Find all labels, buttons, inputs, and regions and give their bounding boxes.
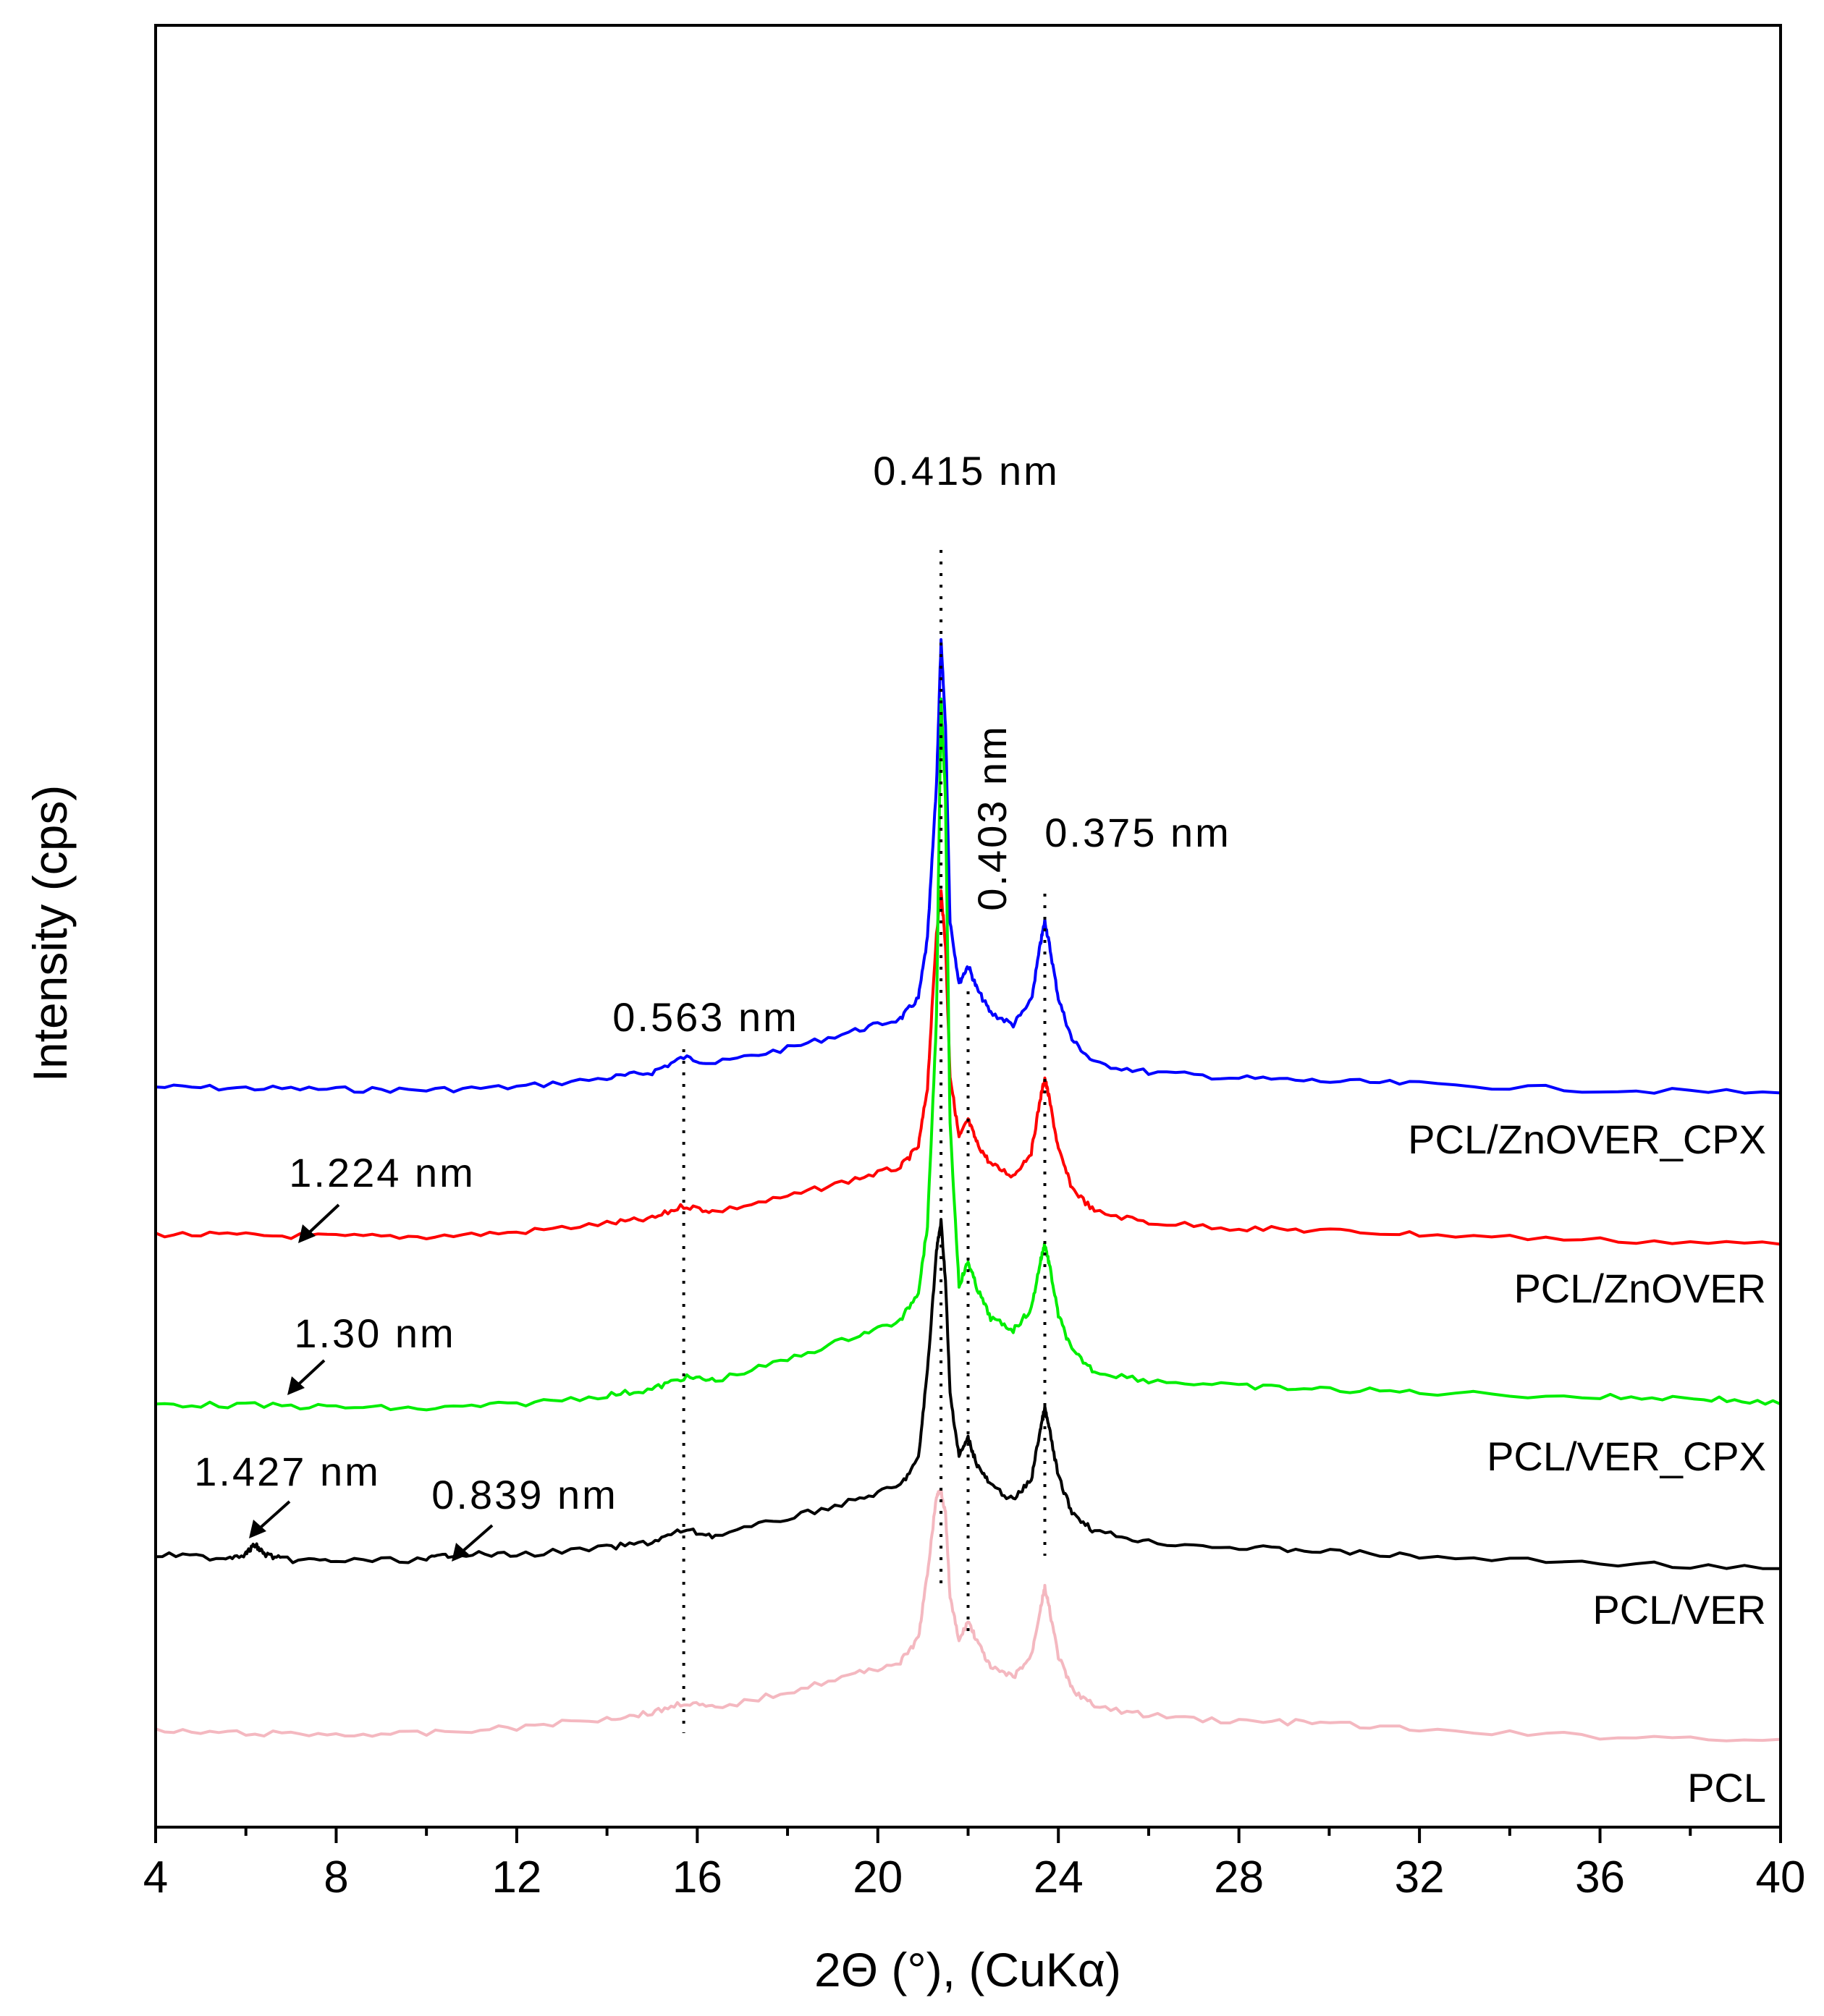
arrow-0839-head <box>452 1543 469 1562</box>
plot-frame <box>154 24 1782 1829</box>
series-label-pcl: PCL <box>1687 1765 1766 1810</box>
series-label-pcl-znover-cpx: PCL/ZnOVER_CPX <box>1408 1117 1766 1162</box>
annotation-arrows <box>249 1203 494 1562</box>
annotation-0415: 0.415 nm <box>873 448 1060 494</box>
series-line-pcl-znover <box>155 889 1781 1246</box>
x-tick-label: 28 <box>1214 1852 1264 1902</box>
series-line-pcl-ver-cpx <box>155 697 1781 1412</box>
x-axis: 4 8 12 16 20 24 28 32 36 40 <box>143 1827 1806 1902</box>
peak-marker-layer <box>682 550 1047 1733</box>
x-tick-label: 36 <box>1575 1852 1625 1902</box>
series-label-pcl-znover: PCL/ZnOVER <box>1513 1266 1766 1311</box>
x-tick-label: 8 <box>324 1852 348 1902</box>
series-layer <box>155 638 1781 1742</box>
x-tick-label: 24 <box>1034 1852 1084 1902</box>
series-line-pcl-znover-cpx <box>155 638 1781 1095</box>
annotation-1427: 1.427 nm <box>194 1449 381 1494</box>
y-axis-title: Intensity (cps) <box>23 785 77 1083</box>
series-line-pcl <box>155 1489 1781 1742</box>
x-tick-label: 32 <box>1395 1852 1445 1902</box>
arrow-130-head <box>287 1376 305 1395</box>
annotation-0375: 0.375 nm <box>1044 810 1231 855</box>
arrow-1224-head <box>298 1224 316 1243</box>
series-label-pcl-ver: PCL/VER <box>1592 1587 1766 1632</box>
x-tick-label: 20 <box>853 1852 903 1902</box>
x-tick-label: 4 <box>143 1852 168 1902</box>
annotation-1224: 1.224 nm <box>289 1150 476 1195</box>
annotation-0403: 0.403 nm <box>969 724 1015 911</box>
series-line-pcl-ver <box>155 1218 1781 1570</box>
annotation-0563: 0.563 nm <box>612 994 799 1040</box>
x-tick-label: 40 <box>1756 1852 1806 1902</box>
x-tick-label: 12 <box>491 1852 541 1902</box>
annotation-0839: 0.839 nm <box>431 1472 618 1517</box>
arrow-1427-head <box>249 1520 266 1538</box>
x-axis-title: 2Θ (°), (CuKα) <box>814 1943 1121 1996</box>
annotation-130: 1.30 nm <box>294 1310 455 1356</box>
series-label-pcl-ver-cpx: PCL/VER_CPX <box>1487 1433 1766 1479</box>
x-tick-label: 16 <box>672 1852 722 1902</box>
